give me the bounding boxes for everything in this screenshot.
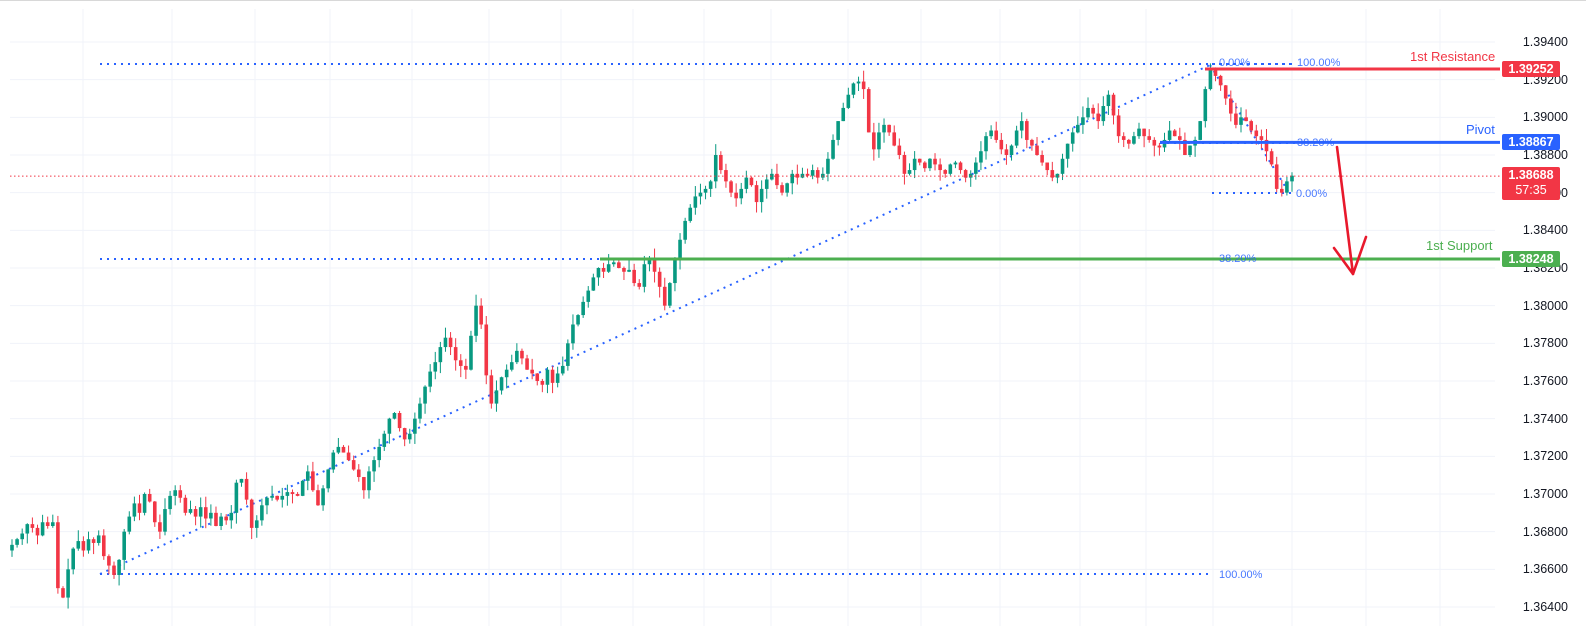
price-axis-label: 1.38000 <box>1522 298 1568 313</box>
price-axis-label: 1.36800 <box>1522 524 1568 539</box>
resistance-price-tag: 1.39252 <box>1502 61 1560 77</box>
fib-label-bottom-zero: 0.00% <box>1296 188 1328 200</box>
resistance-label: 1st Resistance <box>1410 49 1496 64</box>
candlestick-series <box>10 63 1294 609</box>
pivot-label: Pivot <box>1466 122 1495 137</box>
price-axis-label: 1.36600 <box>1522 562 1568 577</box>
pivot-price-tag: 1.38867 <box>1502 134 1560 150</box>
price-axis-label: 1.39400 <box>1522 35 1568 49</box>
fib-label-pivot-382: 38.20% <box>1297 137 1335 149</box>
fib-label-top-zero: 0.00% <box>1219 57 1251 69</box>
price-axis-label: 1.38400 <box>1522 223 1568 238</box>
support-label: 1st Support <box>1426 238 1493 253</box>
price-axis-label: 1.36400 <box>1522 599 1568 614</box>
fib-label-top-hundred: 100.00% <box>1297 57 1341 69</box>
bar-countdown: 57:35 <box>1515 183 1547 197</box>
fibonacci-retracements[interactable] <box>99 63 1296 575</box>
price-axis-label: 1.37800 <box>1522 336 1568 351</box>
price-axis-label: 1.37600 <box>1522 373 1568 388</box>
price-axis-label: 1.39000 <box>1522 110 1568 125</box>
price-axis-label: 1.37200 <box>1522 449 1568 464</box>
fib-label-support-382: 38.20% <box>1219 253 1257 265</box>
support-price-tag: 1.38248 <box>1502 251 1560 267</box>
price-axis-label: 1.37000 <box>1522 486 1568 501</box>
current-price-value: 1.38688 <box>1508 168 1554 182</box>
price-axis-label: 1.37400 <box>1522 411 1568 426</box>
grid-lines <box>10 9 1495 626</box>
fib-label-bottom-hundred: 100.00% <box>1219 569 1263 581</box>
current-price-tag: 1.38688 57:35 <box>1502 167 1560 200</box>
price-axis-label: 1.38800 <box>1522 147 1568 162</box>
down-arrow-icon <box>1332 145 1368 276</box>
